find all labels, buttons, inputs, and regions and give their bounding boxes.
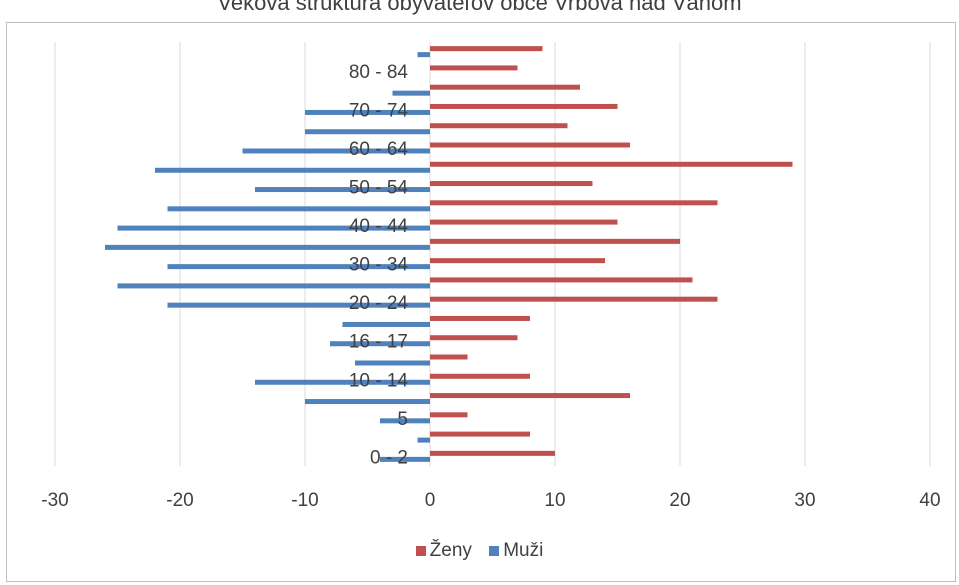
- bar-muzi: [155, 167, 430, 173]
- bar-muzi: [330, 341, 430, 347]
- category-label: 50 - 54: [349, 178, 409, 199]
- category-label: 16 - 17: [349, 332, 408, 353]
- bar-zeny: [430, 123, 568, 129]
- x-tick-label: 30: [794, 490, 815, 511]
- bar-zeny: [430, 335, 518, 341]
- bar-muzi: [167, 264, 430, 270]
- bar-zeny: [430, 238, 680, 244]
- bar-zeny: [430, 393, 630, 399]
- bar-zeny: [430, 296, 718, 302]
- bar-zeny: [430, 277, 693, 283]
- bar-muzi: [305, 399, 430, 405]
- bar-muzi: [167, 302, 430, 308]
- category-label: 20 - 24: [349, 293, 409, 314]
- bar-zeny: [430, 200, 718, 206]
- bar-zeny: [430, 412, 468, 418]
- bar-zeny: [430, 219, 618, 225]
- category-label: 80 - 84: [349, 62, 409, 83]
- category-label: 70 - 74: [349, 100, 409, 121]
- bar-muzi: [117, 283, 430, 289]
- x-tick-label: 20: [669, 490, 690, 511]
- legend: Ženy Muži: [0, 540, 959, 562]
- x-tick-label: -20: [166, 490, 193, 511]
- bar-zeny: [430, 84, 580, 90]
- bar-muzi: [342, 321, 430, 327]
- bar-muzi: [117, 225, 430, 231]
- bar-muzi: [392, 90, 430, 96]
- category-labels: 0 - 2 5 10 - 14 16 - 17 20 - 24 30 - 34 40 - 4…: [349, 62, 409, 468]
- bar-muzi: [380, 456, 430, 462]
- x-tick-label: 0: [425, 490, 436, 511]
- bar-zeny: [430, 258, 605, 264]
- chart-area: [6, 22, 956, 582]
- bar-muzi: [255, 379, 430, 385]
- legend-item-muzi: Muži: [489, 540, 543, 562]
- bar-zeny: [430, 450, 555, 456]
- chart-title: Veková štruktúra obyvateľov obce Vrbová …: [217, 0, 742, 15]
- bar-muzi: [305, 109, 430, 115]
- category-label: 60 - 64: [349, 139, 409, 160]
- legend-swatch-zeny: [415, 546, 426, 556]
- x-tick-labels: -30 -20 -10 0 10 20 30 40: [41, 490, 940, 511]
- bar-zeny: [430, 161, 793, 167]
- bar-zeny: [430, 373, 530, 379]
- category-label: 5: [397, 409, 408, 430]
- bar-muzi: [167, 206, 430, 212]
- bar-muzi: [105, 244, 430, 250]
- x-tick-label: -10: [291, 490, 318, 511]
- bar-zeny: [430, 315, 530, 321]
- category-label: 30 - 34: [349, 255, 409, 276]
- x-tick-label: 10: [544, 490, 565, 511]
- bar-muzi: [417, 52, 430, 58]
- bars: [105, 46, 793, 462]
- legend-item-zeny: Ženy: [415, 540, 472, 562]
- bar-zeny: [430, 181, 593, 187]
- bar-zeny: [430, 354, 468, 360]
- bar-zeny: [430, 46, 543, 52]
- bar-muzi: [242, 148, 430, 154]
- bar-muzi: [380, 418, 430, 424]
- x-tick-label: 40: [919, 490, 940, 511]
- category-label: 0 - 2: [370, 447, 408, 468]
- bar-zeny: [430, 103, 618, 109]
- bar-zeny: [430, 431, 530, 437]
- legend-label-muzi: Muži: [503, 540, 544, 561]
- x-tick-label: -30: [41, 490, 68, 511]
- bar-muzi: [255, 187, 430, 193]
- category-label: 40 - 44: [349, 216, 409, 237]
- legend-swatch-muzi: [489, 546, 500, 556]
- bar-zeny: [430, 65, 518, 71]
- bar-muzi: [355, 360, 430, 366]
- category-label: 10 - 14: [349, 370, 409, 391]
- legend-label-zeny: Ženy: [429, 540, 472, 561]
- bar-muzi: [305, 129, 430, 135]
- bar-zeny: [430, 142, 630, 148]
- bar-muzi: [417, 437, 430, 443]
